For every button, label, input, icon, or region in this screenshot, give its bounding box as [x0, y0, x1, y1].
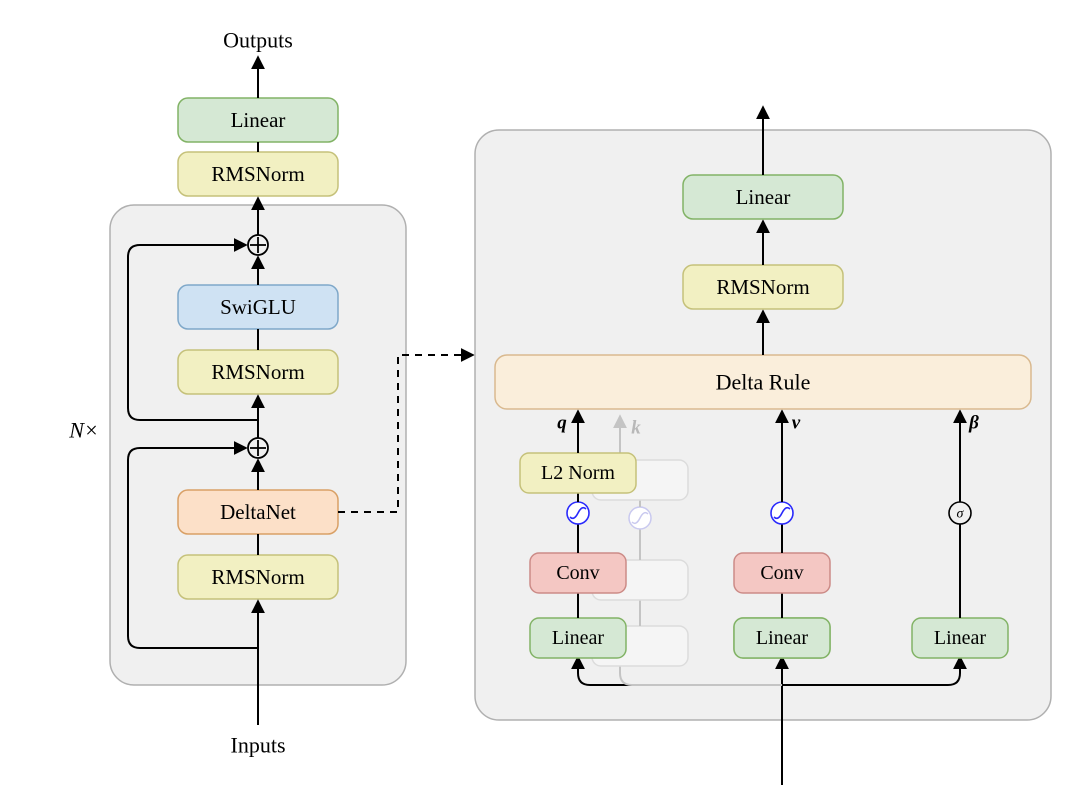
svg-text:RMSNorm: RMSNorm — [716, 275, 809, 299]
svg-text:RMSNorm: RMSNorm — [211, 565, 304, 589]
svg-text:Conv: Conv — [760, 562, 803, 584]
linear-right-top: Linear — [683, 175, 843, 219]
left-architecture: N× Outputs Linear RMSNorm SwiGLU RMSN — [68, 28, 472, 758]
svg-text:k: k — [631, 418, 641, 439]
rmsnorm-block-mid: RMSNorm — [178, 350, 338, 394]
svg-text:Linear: Linear — [756, 627, 809, 649]
inputs-label: Inputs — [231, 733, 286, 758]
svg-text:σ: σ — [957, 507, 965, 522]
silu-icon-v — [771, 502, 793, 524]
rmsnorm-block-top: RMSNorm — [178, 152, 338, 196]
rmsnorm-block-bottom: RMSNorm — [178, 555, 338, 599]
right-detail: k Linear Conv L2 Norm q — [475, 108, 1051, 785]
oplus-top — [248, 235, 268, 255]
svg-text:DeltaNet: DeltaNet — [220, 500, 296, 524]
silu-icon-q — [567, 502, 589, 524]
svg-text:q: q — [557, 413, 567, 434]
svg-text:Delta Rule: Delta Rule — [716, 370, 811, 395]
svg-text:β: β — [968, 413, 979, 434]
svg-text:v: v — [792, 413, 801, 434]
outputs-label: Outputs — [223, 28, 293, 53]
svg-text:Linear: Linear — [552, 627, 605, 649]
svg-text:RMSNorm: RMSNorm — [211, 162, 304, 186]
delta-rule-block: Delta Rule — [495, 355, 1031, 409]
svg-text:SwiGLU: SwiGLU — [220, 295, 296, 319]
svg-text:Linear: Linear — [736, 185, 791, 209]
nx-label: N× — [68, 418, 99, 443]
rmsnorm-right: RMSNorm — [683, 265, 843, 309]
deltanet-block: DeltaNet — [178, 490, 338, 534]
sigma-icon: σ — [949, 502, 971, 524]
svg-text:Conv: Conv — [556, 562, 599, 584]
svg-text:Linear: Linear — [231, 108, 286, 132]
svg-text:Linear: Linear — [934, 627, 987, 649]
linear-block-top: Linear — [178, 98, 338, 142]
oplus-bottom — [248, 438, 268, 458]
svg-text:L2 Norm: L2 Norm — [541, 462, 615, 484]
swiglu-block: SwiGLU — [178, 285, 338, 329]
svg-text:RMSNorm: RMSNorm — [211, 360, 304, 384]
